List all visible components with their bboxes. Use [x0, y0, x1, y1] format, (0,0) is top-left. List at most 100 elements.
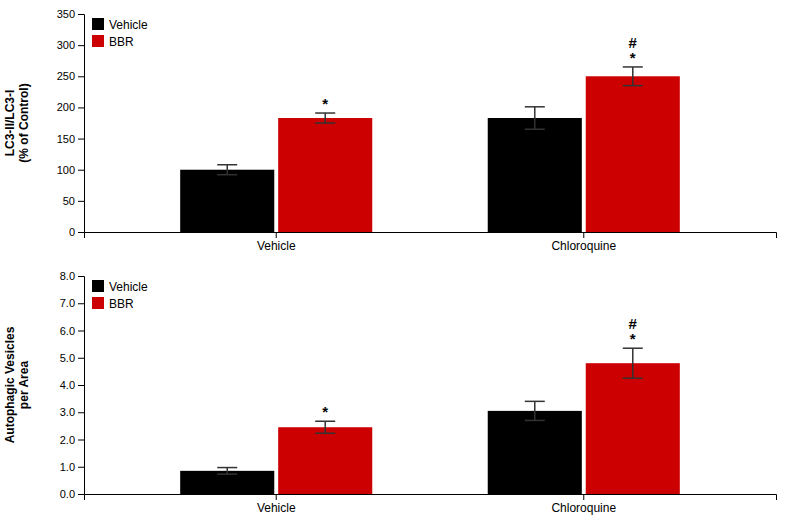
error-bar-cap	[315, 420, 335, 422]
error-bar	[315, 421, 335, 433]
error-bar	[217, 468, 237, 475]
y-tick-label: 150	[57, 133, 75, 145]
error-bar-stem	[226, 165, 228, 175]
error-bar-cap	[217, 164, 237, 166]
error-bar-cap	[217, 473, 237, 475]
x-tick: Vehicle	[257, 494, 296, 515]
x-tick-mark	[276, 494, 277, 500]
error-bar-stem	[226, 468, 228, 475]
y-tick-label: 0	[69, 226, 75, 238]
error-bar-cap	[525, 401, 545, 403]
annotations: **#	[322, 315, 637, 420]
y-tick-mark	[78, 303, 84, 304]
y-axis-line	[78, 277, 85, 495]
annotation: *	[630, 49, 636, 66]
legend-label: Vehicle	[109, 280, 148, 294]
annotations: **#	[322, 34, 637, 112]
y-tick-label: 1.0	[60, 461, 75, 473]
error-bar-cap	[315, 112, 335, 114]
legend-item: Vehicle	[92, 18, 148, 32]
x-axis-line	[85, 233, 777, 239]
y-tick-mark	[78, 331, 84, 332]
y-tick-mark	[78, 45, 84, 46]
annotation: #	[629, 34, 638, 51]
y-tick: 300	[57, 39, 84, 51]
y-tick-mark	[78, 232, 84, 233]
bar-series	[278, 348, 680, 494]
bar	[180, 170, 274, 232]
x-tick-label: Vehicle	[257, 501, 296, 515]
legend: VehicleBBR	[92, 18, 148, 49]
y-tick: 2.0	[60, 434, 84, 446]
plot-area	[180, 348, 680, 494]
figure: 050100150200250300350VehicleChloroquineL…	[0, 0, 800, 524]
bar	[488, 411, 582, 494]
error-bar-cap	[217, 174, 237, 176]
x-axis-line	[85, 495, 777, 501]
y-tick-label: 2.0	[60, 434, 75, 446]
y-axis-title-line: LC3-II/LC3-I	[3, 90, 17, 157]
legend-label: BBR	[109, 297, 134, 311]
legend-swatch	[92, 18, 104, 30]
y-tick: 3.0	[60, 406, 84, 418]
y-axis: 0.01.02.03.04.05.06.07.08.0	[60, 270, 85, 500]
y-tick: 5.0	[60, 352, 84, 364]
x-axis: Vehicle Chloroquine	[85, 494, 777, 515]
y-tick-mark	[78, 494, 84, 495]
y-axis-title-line: Autophagic Vesicles	[3, 326, 17, 443]
y-tick-mark	[78, 412, 84, 413]
y-axis-title: Autophagic Vesiclesper Area	[3, 326, 31, 443]
x-tick-mark	[276, 232, 277, 238]
y-tick: 150	[57, 133, 84, 145]
y-tick: 7.0	[60, 297, 84, 309]
y-tick-mark	[78, 440, 84, 441]
y-tick-mark	[78, 201, 84, 202]
plot-area	[180, 67, 680, 232]
error-bar	[525, 401, 545, 420]
y-tick-label: 5.0	[60, 352, 75, 364]
y-tick-label: 50	[63, 195, 75, 207]
x-tick: Chloroquine	[551, 232, 616, 253]
y-tick: 0	[69, 226, 84, 238]
error-bar	[217, 165, 237, 175]
y-tick-mark	[78, 385, 84, 386]
x-tick-mark	[583, 232, 584, 238]
error-bar-stem	[632, 67, 634, 86]
y-tick-label: 200	[57, 101, 75, 113]
error-bar-stem	[324, 113, 326, 123]
y-tick-mark	[78, 139, 84, 140]
error-bar-cap	[623, 347, 643, 349]
y-tick: 8.0	[60, 270, 84, 282]
error-bar	[623, 67, 643, 86]
y-tick-mark	[78, 358, 84, 359]
error-bar	[623, 348, 643, 378]
legend-label: Vehicle	[109, 18, 148, 32]
y-tick: 250	[57, 70, 84, 82]
y-tick-mark	[78, 276, 84, 277]
legend-item: BBR	[92, 297, 134, 311]
bar	[586, 363, 680, 494]
y-tick-label: 8.0	[60, 270, 75, 282]
y-axis-title-line: per Area	[17, 361, 31, 410]
y-tick: 0.0	[60, 488, 84, 500]
y-tick-mark	[78, 107, 84, 108]
error-bar-cap	[623, 66, 643, 68]
error-bar-cap	[623, 377, 643, 379]
bar	[278, 427, 372, 494]
x-tick: Chloroquine	[551, 494, 616, 515]
error-bar-stem	[534, 107, 536, 129]
legend-swatch	[92, 35, 104, 47]
y-axis-line	[78, 15, 85, 233]
legend-item: Vehicle	[92, 280, 148, 294]
error-bar-stem	[534, 401, 536, 420]
y-tick-label: 250	[57, 70, 75, 82]
x-axis: VehicleChloroquine	[85, 232, 777, 253]
bar-series	[180, 107, 582, 232]
legend: Vehicle BBR	[92, 280, 148, 311]
y-tick-label: 7.0	[60, 297, 75, 309]
y-tick: 1.0	[60, 461, 84, 473]
error-bar-cap	[525, 420, 545, 422]
y-axis: 050100150200250300350	[57, 8, 85, 238]
y-tick: 4.0	[60, 379, 84, 391]
error-bar-cap	[525, 106, 545, 108]
